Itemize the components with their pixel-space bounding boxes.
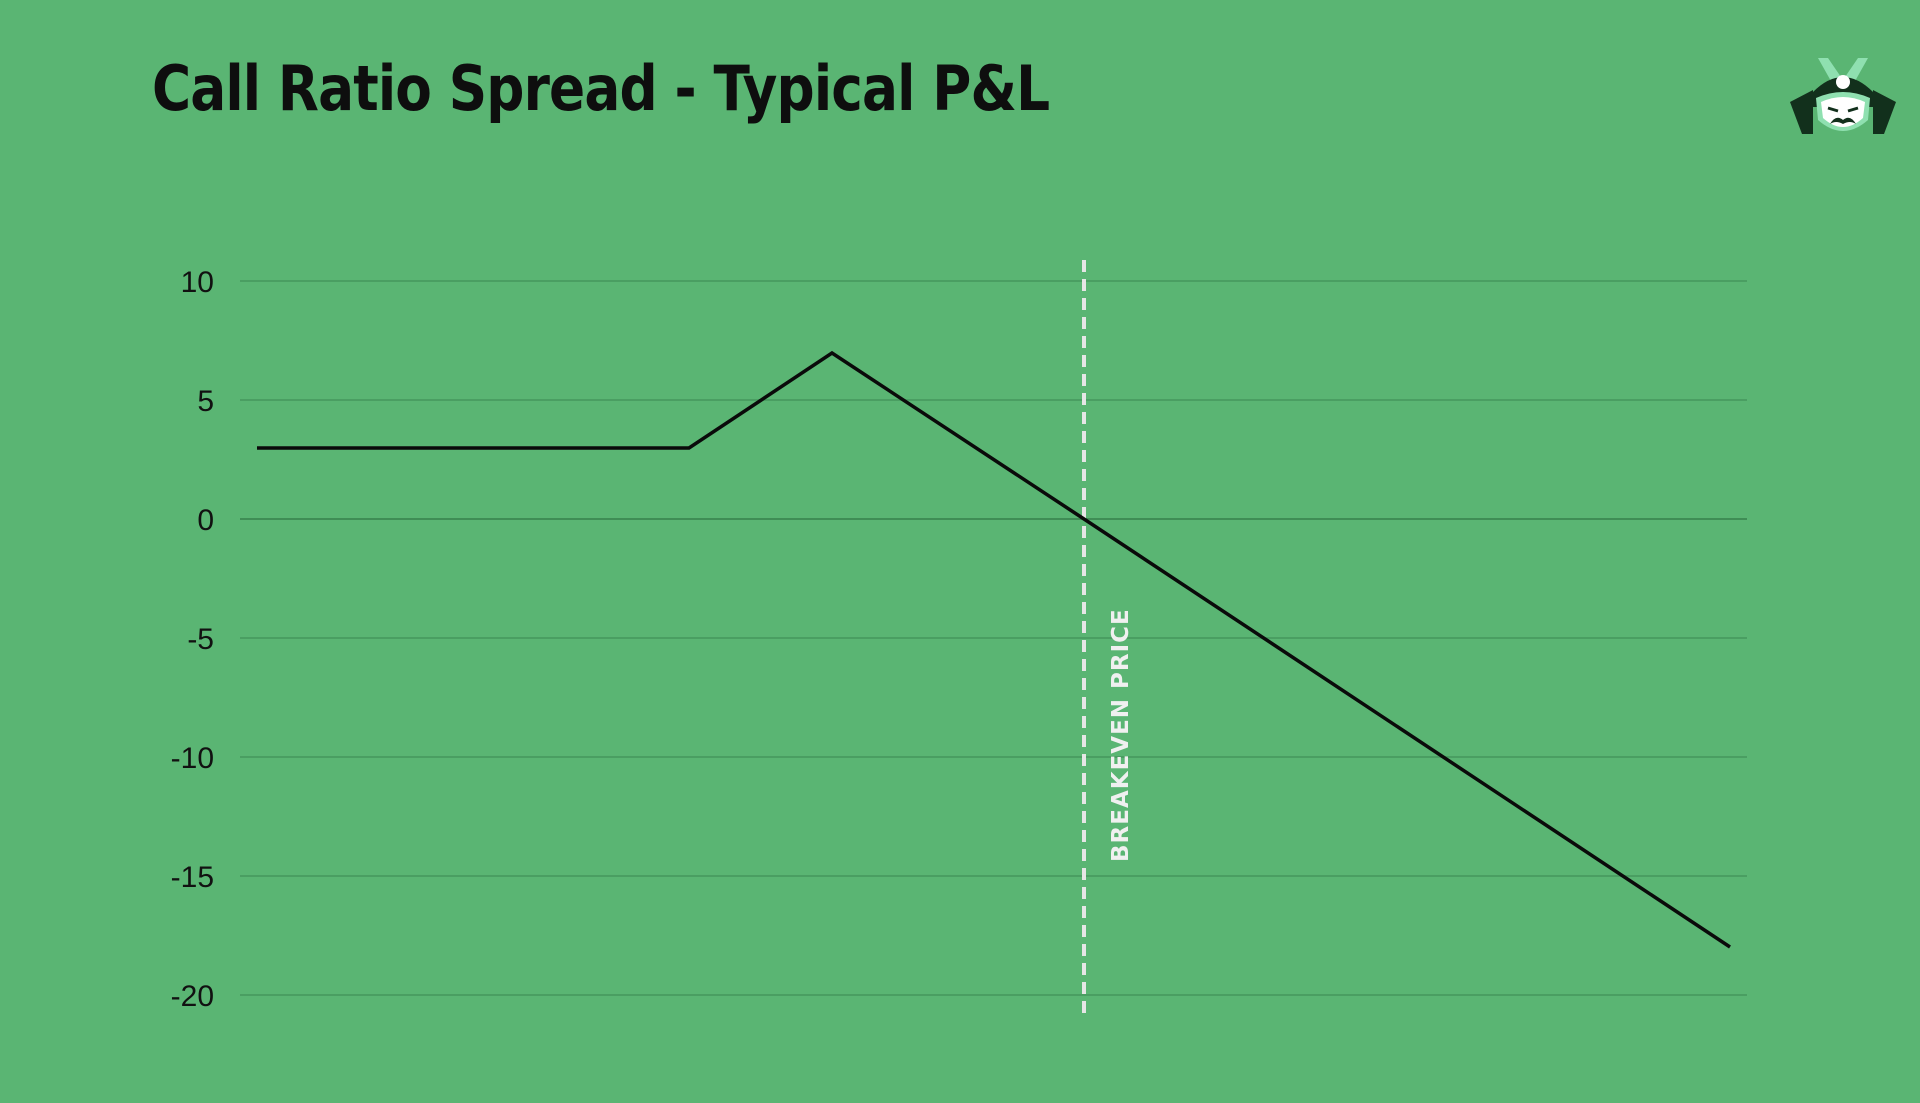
samurai-helmet-logo-icon xyxy=(1790,58,1896,134)
y-axis-ticks: 10 5 0 -5 -10 -15 -20 xyxy=(171,266,214,1013)
breakeven-label: BREAKEVEN PRICE xyxy=(1108,608,1134,862)
y-tick: 10 xyxy=(181,266,214,299)
gridlines xyxy=(240,280,1747,996)
y-tick: -5 xyxy=(187,623,214,656)
y-tick: -15 xyxy=(171,861,214,894)
y-tick: 0 xyxy=(197,504,214,537)
y-tick: -10 xyxy=(171,742,214,775)
y-tick: 5 xyxy=(197,385,214,418)
page-title: Call Ratio Spread - Typical P&L xyxy=(152,52,1050,125)
pnl-line xyxy=(257,350,1731,949)
y-tick: -20 xyxy=(171,980,214,1013)
